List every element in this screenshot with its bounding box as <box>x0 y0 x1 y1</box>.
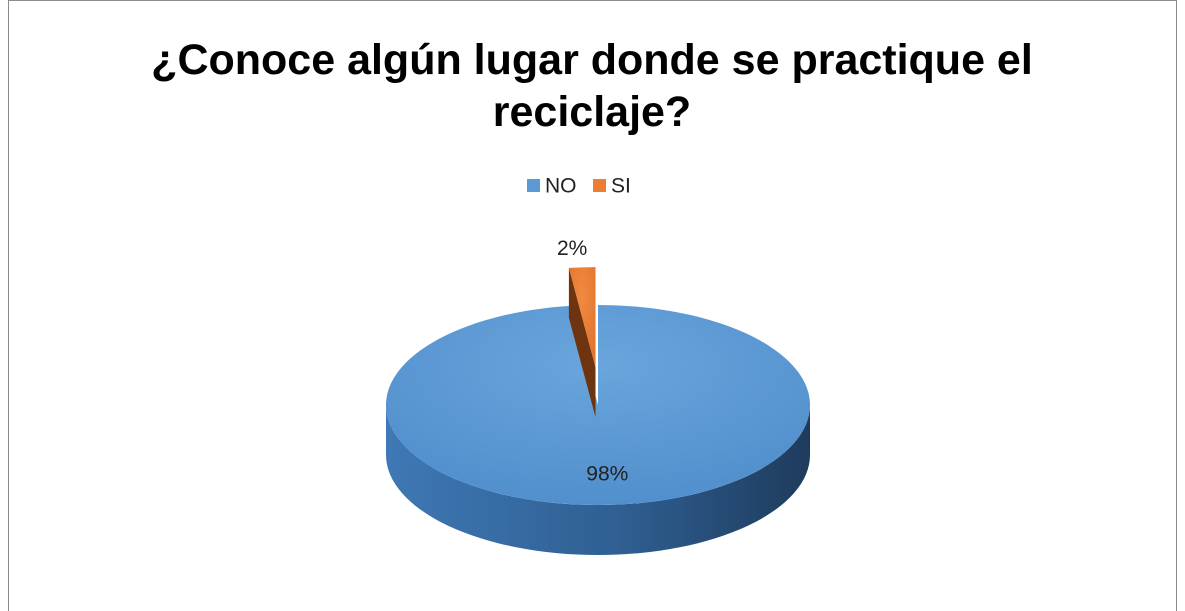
chart-title: ¿Conoce algún lugar donde se practique e… <box>151 36 1033 136</box>
slice-top <box>568 267 596 368</box>
data-label: 2% <box>557 237 587 260</box>
data-label: 98% <box>586 462 628 485</box>
pie-slice <box>386 305 811 555</box>
slice-rim <box>386 405 810 555</box>
legend-swatch <box>593 179 606 192</box>
legend-label: SI <box>611 175 631 198</box>
slice-side <box>568 267 596 418</box>
chart-frame <box>8 0 1177 611</box>
legend-label: NO <box>545 175 577 198</box>
slice-top <box>386 305 811 505</box>
legend-swatch <box>527 179 540 192</box>
pie-slice <box>568 267 596 418</box>
